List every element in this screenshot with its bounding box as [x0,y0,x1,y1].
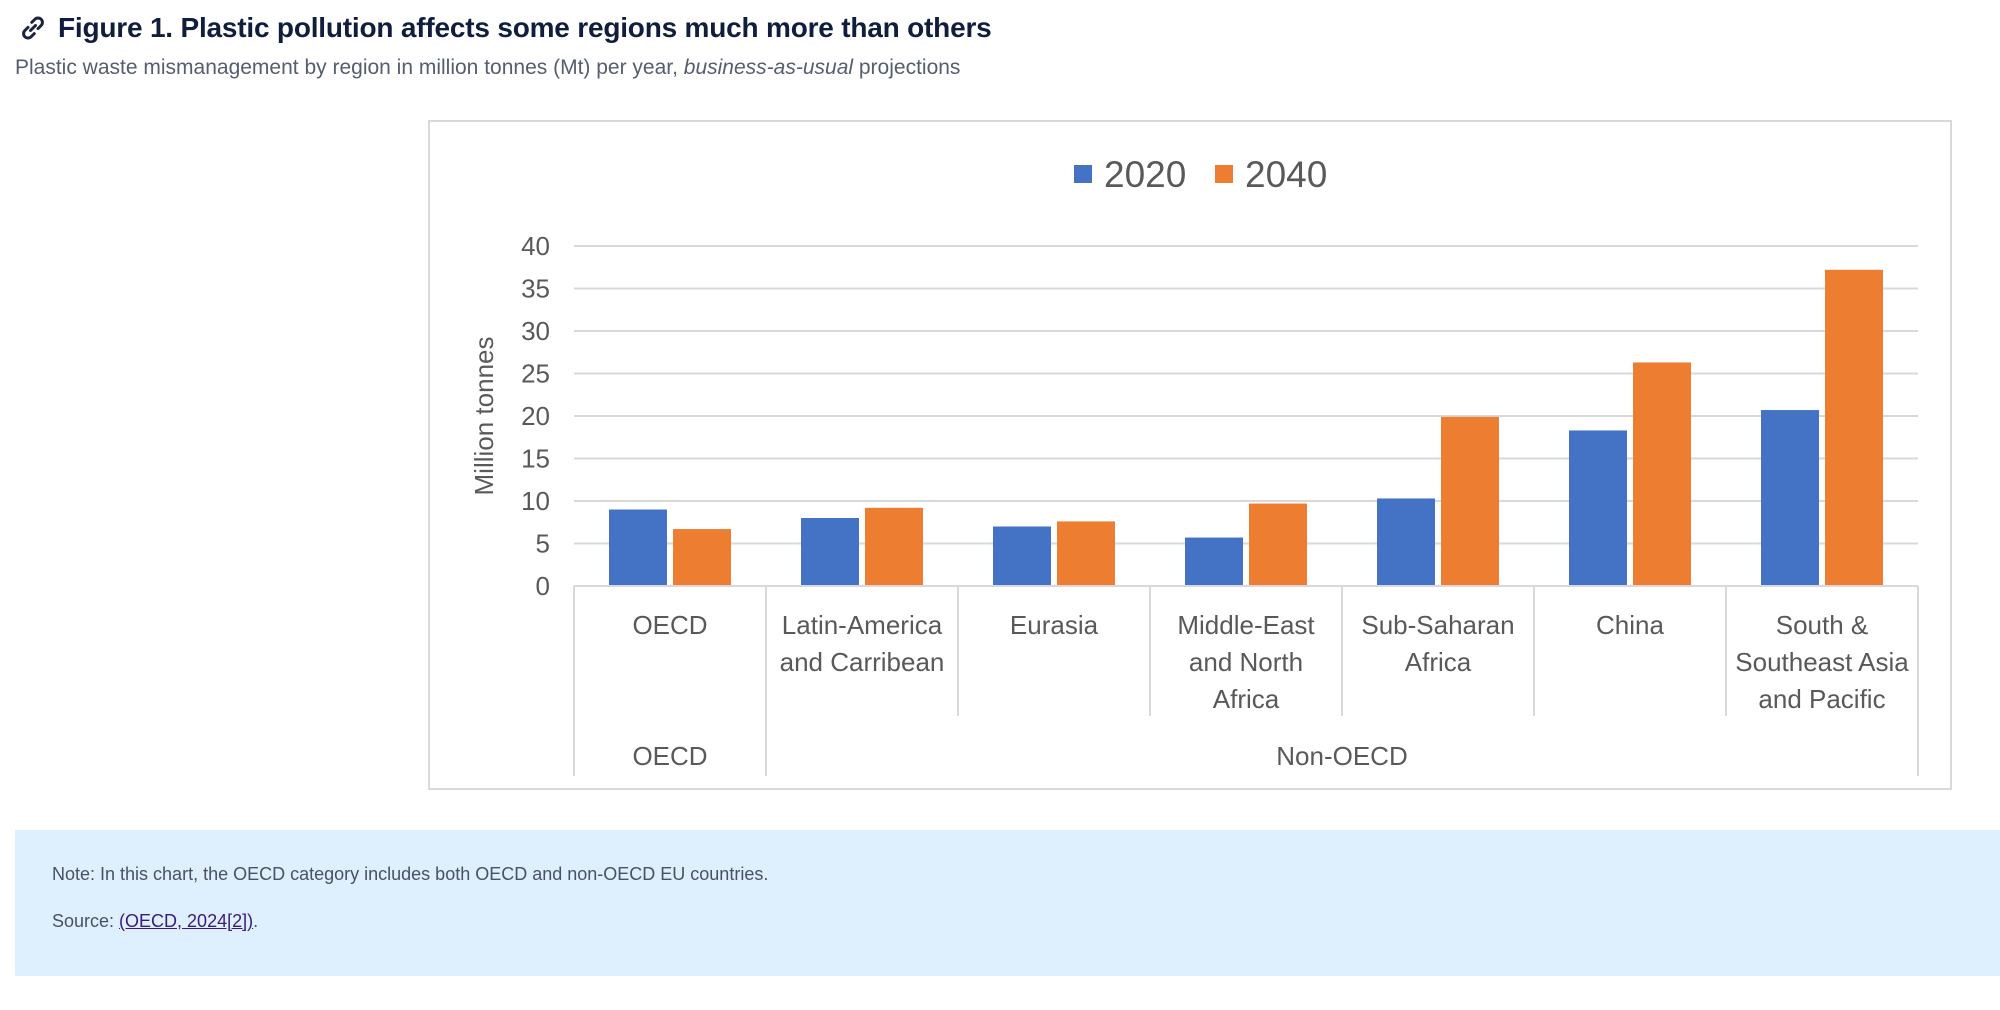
x-tick-label: Sub-Saharan [1361,610,1514,640]
x-tick-label: Africa [1405,647,1472,677]
bar-2040 [673,529,731,586]
y-tick-label: 5 [536,529,550,559]
figure-title: Figure 1. Plastic pollution affects some… [58,12,992,43]
subtitle-emphasis: business-as-usual [683,56,854,79]
x-tick-label: and Pacific [1758,684,1885,714]
y-tick-label: 20 [521,401,550,431]
bar-2040 [1249,503,1307,586]
link-icon[interactable] [18,13,48,43]
bar-chart: 0 5 10 15 20 25 30 35 40 Million tonnes OECD Latin-… [469,154,1919,776]
x-tick-label: Middle-East [1177,610,1315,640]
y-tick-label: 25 [521,359,550,389]
legend-swatch-2040 [1215,165,1233,183]
bar-2020 [1377,498,1435,586]
bar-2020 [609,509,667,586]
legend-label: 2040 [1245,154,1327,195]
y-axis-label: Million tonnes [469,337,499,496]
source-label: Source: [52,911,120,931]
bar-2020 [801,518,859,586]
y-tick-label: 15 [521,444,550,474]
source-link[interactable]: (OECD, 2024[2]) [119,911,254,931]
bar-2040 [865,507,923,586]
y-tick-label: 10 [521,486,550,516]
figure-subtitle: Plastic waste mismanagement by region in… [15,56,960,80]
legend-swatch-2020 [1074,165,1092,183]
figure-header: Figure 1. Plastic pollution affects some… [18,12,992,44]
x-tick-label: South & [1776,610,1869,640]
bar-2040 [1057,521,1115,586]
bar-2020 [993,526,1051,586]
bar-2040 [1633,362,1691,586]
bar-2040 [1441,416,1499,586]
bar-2020 [1761,410,1819,586]
y-tick-label: 35 [521,274,550,304]
note-box: Note: In this chart, the OECD category i… [15,830,2000,976]
chart-source: Source: (OECD, 2024[2]). [52,911,2000,932]
subtitle-text: Plastic waste mismanagement by region in… [15,56,684,79]
chart-note: Note: In this chart, the OECD category i… [52,864,769,884]
subtitle-text-end: projections [853,56,961,79]
x-tick-label: OECD [632,610,707,640]
bar-2020 [1569,430,1627,586]
group-label: Non-OECD [1276,741,1407,771]
legend-label: 2020 [1104,154,1186,195]
x-tick-label: Eurasia [1010,610,1099,640]
source-end: . [253,911,259,931]
y-tick-label: 40 [521,231,550,261]
group-label: OECD [632,741,707,771]
bar-2020 [1185,537,1243,586]
chart-frame: 0 5 10 15 20 25 30 35 40 Million tonnes OECD Latin-… [428,120,1952,790]
bar-2040 [1825,269,1883,586]
x-tick-label: and Carribean [780,647,945,677]
y-tick-label: 30 [521,316,550,346]
x-tick-label: Southeast Asia [1735,647,1909,677]
x-tick-label: Africa [1213,684,1280,714]
x-tick-label: and North [1189,647,1303,677]
y-tick-label: 0 [536,571,550,601]
x-tick-label: Latin-America [782,610,943,640]
x-tick-label: China [1596,610,1664,640]
